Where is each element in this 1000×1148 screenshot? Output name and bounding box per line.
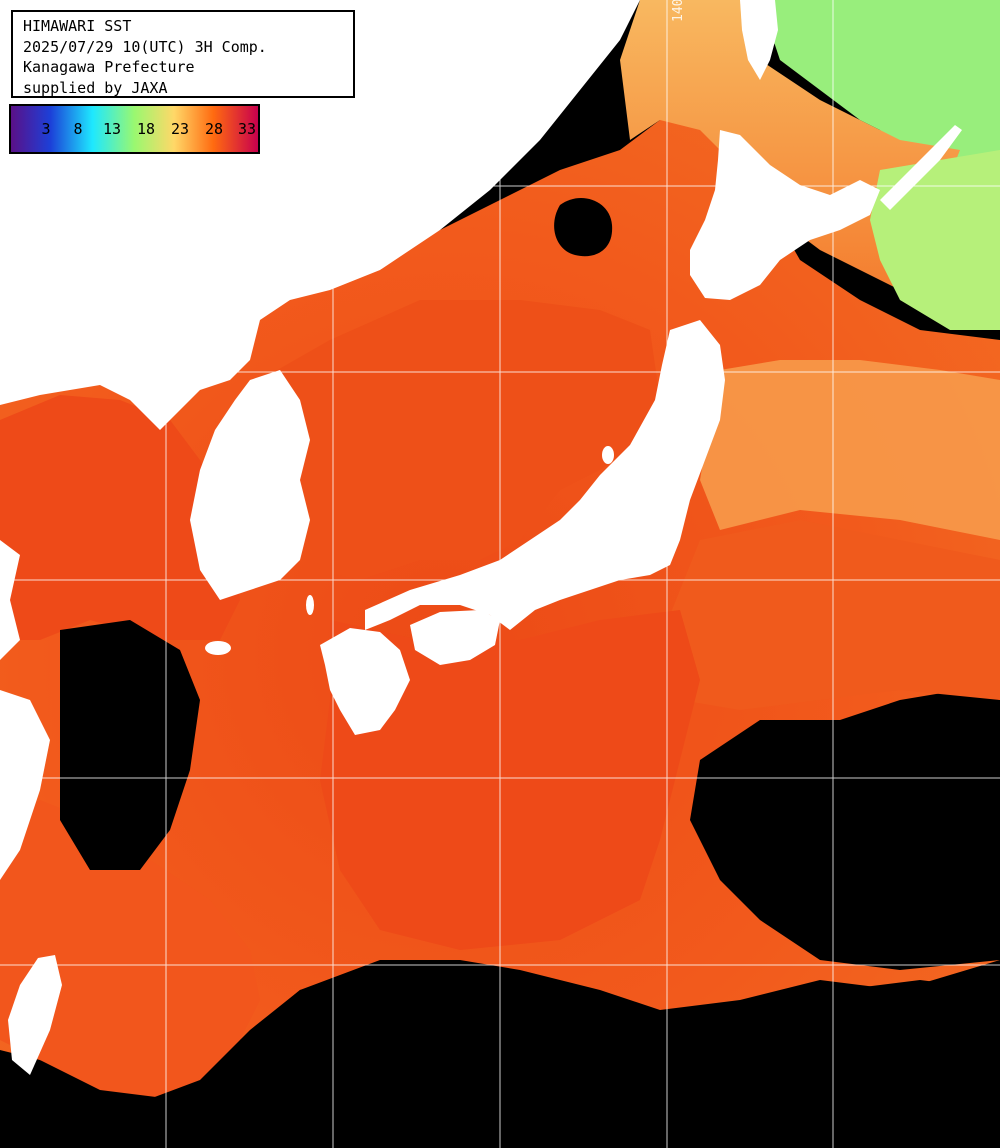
land-korea bbox=[190, 370, 310, 600]
land-tsushima bbox=[306, 595, 314, 615]
cool-sea-tohoku bbox=[700, 360, 1000, 540]
tick-label: 33 bbox=[237, 120, 257, 138]
info-box: HIMAWARI SST 2025/07/29 10(UTC) 3H Comp.… bbox=[11, 10, 355, 98]
warm-sea-west bbox=[0, 395, 240, 640]
warm-sea-east bbox=[660, 520, 1000, 710]
land-sakhalin bbox=[740, 0, 778, 80]
tick-label: 23 bbox=[170, 120, 190, 138]
color-scale-bar: 3 8 13 18 23 28 33 bbox=[9, 104, 260, 154]
color-scale-gradient bbox=[11, 106, 258, 152]
land-hokkaido bbox=[690, 130, 880, 300]
warm-sea-pacific-south bbox=[320, 610, 700, 950]
prefecture-line: Kanagawa Prefecture bbox=[23, 58, 195, 76]
warm-sea-southwest bbox=[0, 800, 260, 1100]
warm-sea-japan-sea bbox=[260, 300, 660, 580]
land-china-coast bbox=[0, 540, 20, 660]
land-china-coast-south bbox=[0, 690, 50, 880]
lon-140-label: 140E bbox=[671, 0, 686, 22]
land-jeju bbox=[205, 641, 231, 655]
lat-30-label: 30N bbox=[16, 760, 40, 775]
supplier-line: supplied by JAXA bbox=[23, 78, 168, 97]
land-kyushu bbox=[320, 628, 410, 735]
land-kuril bbox=[880, 125, 962, 210]
tick-label: 18 bbox=[136, 120, 156, 138]
tick-label: 28 bbox=[204, 120, 224, 138]
cloud-typhoon bbox=[700, 724, 990, 961]
lat-40-label: 40N bbox=[14, 352, 38, 367]
tick-label: 8 bbox=[73, 120, 83, 138]
cloud-japan-sea-north bbox=[554, 197, 613, 257]
datetime-line: 2025/07/29 10(UTC) 3H Comp. bbox=[23, 37, 267, 56]
land-taiwan bbox=[8, 955, 62, 1075]
land-honshu bbox=[365, 320, 725, 630]
tick-label: 13 bbox=[102, 120, 122, 138]
title-line: HIMAWARI SST bbox=[23, 17, 132, 35]
tick-label: 3 bbox=[41, 120, 51, 138]
cloud-west bbox=[60, 620, 200, 870]
color-scale-ticks: 3 8 13 18 23 28 33 bbox=[11, 120, 258, 140]
land-sado bbox=[602, 446, 614, 464]
land-shikoku bbox=[410, 610, 500, 665]
